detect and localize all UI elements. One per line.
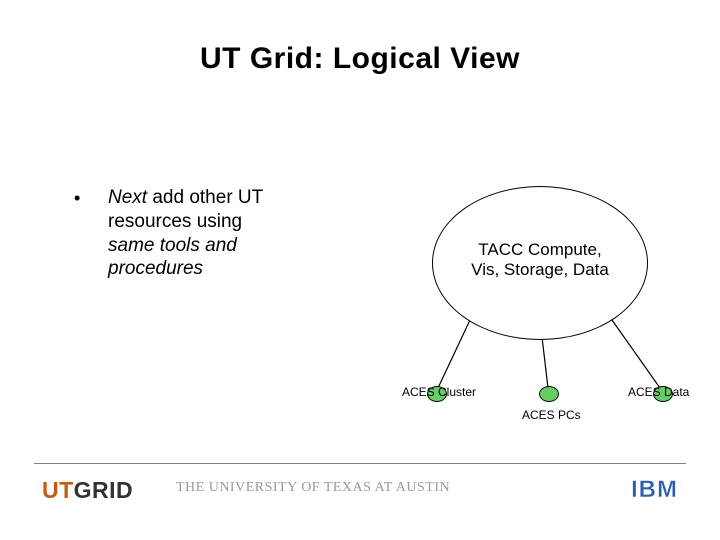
ibm-logo: IBM bbox=[631, 476, 678, 504]
bullet-line3: same tools and bbox=[108, 235, 237, 256]
bullet-text: Next add other UT resources using same t… bbox=[108, 186, 348, 281]
footer-rule bbox=[34, 463, 686, 464]
bullet-dot: • bbox=[74, 188, 80, 209]
bullet-line2: resources using bbox=[108, 211, 242, 232]
tacc-label-line2: Vis, Storage, Data bbox=[471, 260, 609, 279]
node-label-0: ACES Cluster bbox=[402, 385, 476, 399]
bullet-line4: procedures bbox=[108, 258, 203, 279]
university-text: THE UNIVERSITY OF TEXAS AT AUSTIN bbox=[176, 480, 450, 496]
tacc-label-line1: TACC Compute, bbox=[478, 240, 601, 259]
utgrid-grid: GRID bbox=[74, 477, 134, 504]
footer: UT GRID THE UNIVERSITY OF TEXAS AT AUSTI… bbox=[0, 474, 720, 506]
tacc-oval-label: TACC Compute, Vis, Storage, Data bbox=[452, 240, 628, 281]
node-label-1: ACES PCs bbox=[522, 408, 581, 422]
node-1 bbox=[539, 386, 559, 402]
node-label-2: ACES Data bbox=[628, 385, 720, 399]
bullet-line1-emph: Next bbox=[108, 187, 147, 208]
utgrid-ut: UT bbox=[42, 477, 74, 504]
slide-title: UT Grid: Logical View bbox=[0, 42, 720, 76]
slide: UT Grid: Logical View • Next add other U… bbox=[0, 0, 720, 540]
utgrid-logo: UT GRID bbox=[42, 477, 133, 504]
bullet-line1-rest: add other UT bbox=[147, 187, 263, 208]
